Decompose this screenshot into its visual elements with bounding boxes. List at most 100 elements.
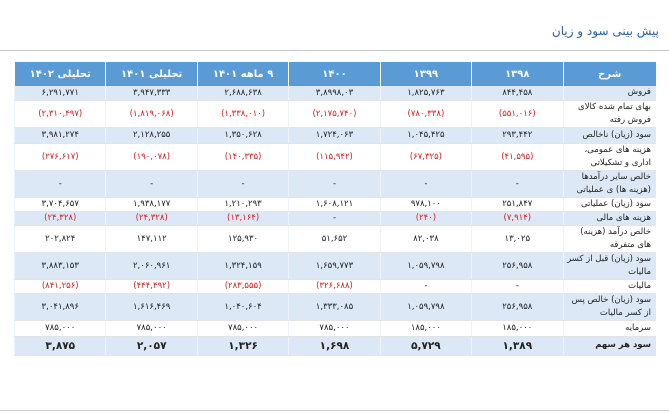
table-cell: ۷۸۵,۰۰۰ (105, 320, 198, 337)
table-cell: (۲۸۳,۵۵۵) (196, 279, 289, 294)
table-cell: (۴۱,۵۹۵) (471, 143, 563, 171)
table-cell: - (288, 211, 381, 226)
column-header: ۱۳۹۸ (471, 62, 563, 86)
table-cell: ۶,۲۹۱,۷۷۱ (13, 86, 106, 101)
table-cell: (۸۴۱,۲۵۶) (13, 279, 106, 294)
table-cell: (۲,۳۱۰,۴۹۷) (13, 100, 106, 128)
row-label: بهای تمام شده کالای فروش رفته (562, 100, 656, 128)
table-cell: ۱۲۵,۹۳۰ (196, 225, 289, 253)
table-cell: ۱۴۷,۱۱۲ (105, 225, 198, 253)
row-label: خالص سایر درآمدها (هزینه ها) ی عملیاتی (562, 170, 656, 198)
table-cell: ۷۸۵,۰۰۰ (13, 320, 106, 337)
row-label: سود هر سهم (562, 335, 656, 356)
table-cell: (۷,۹۱۴) (471, 211, 563, 226)
table-cell: - (471, 170, 563, 198)
table-cell: ۱,۸۲۵,۷۶۳ (379, 86, 472, 101)
table-row: مالیات - - (۳۲۶,۶۸۸) (۲۸۳,۵۵۵) (۴۴۴,۴۹۲) (۸۴۱,… (13, 279, 656, 294)
table-cell: - (13, 170, 106, 198)
table-cell: ۱۳,۰۲۵ (471, 225, 563, 253)
row-label: فروش (562, 86, 656, 101)
table-cell: ۱,۰۴۵,۴۲۵ (379, 127, 472, 144)
column-header: ۱۳۹۹ (379, 62, 472, 86)
table-cell: (۲,۱۷۵,۷۴۰) (288, 100, 381, 128)
table-cell: ۲۵۱,۸۴۷ (471, 197, 563, 212)
table-cell: (۳۲۶,۶۸۸) (288, 279, 381, 294)
table-cell: - (105, 170, 198, 198)
table-cell: (۱۳,۱۶۴) (196, 211, 289, 226)
table-cell: (۱۴۰,۳۳۵) (196, 143, 289, 171)
column-header: شرح (562, 62, 656, 86)
table-cell: ۸۲,۰۳۸ (379, 225, 472, 253)
table-cell: ۳,۹۴۷,۳۳۳ (105, 86, 198, 101)
table-cell: ۹۷۸,۱۰۰ (379, 197, 472, 212)
table-row: هزینه های عمومی، اداری و تشکیلاتی (۴۱,۵۹۵… (13, 143, 656, 171)
table-cell: ۱,۶۵۹,۷۷۳ (288, 252, 381, 280)
table-row: سرمایه ۱۸۵,۰۰۰ ۱۸۵,۰۰۰ ۷۸۵,۰۰۰ ۷۸۵,۰۰۰ ۷۸۵,۰۰… (13, 320, 656, 337)
column-header: تحلیلی ۱۴۰۱ (105, 62, 198, 86)
table-header-row: شرح ۱۳۹۸ ۱۳۹۹ ۱۴۰۰ ۹ ماهه ۱۴۰۱ تحلیلی ۱۴… (13, 62, 656, 86)
profit-loss-table: شرح ۱۳۹۸ ۱۳۹۹ ۱۴۰۰ ۹ ماهه ۱۴۰۱ تحلیلی ۱۴… (13, 62, 656, 356)
table-row: فروش ۸۴۴,۴۵۸ ۱,۸۲۵,۷۶۳ ۳,۸۹۹۸,۰۳ ۲,۶۸۸,۶۳۸ ۳,… (13, 86, 656, 101)
table-cell: ۱,۶۹۸ (288, 335, 381, 356)
table-cell: - (471, 279, 563, 294)
table-cell: ۲,۱۲۸,۲۵۵ (105, 127, 198, 144)
table-cell: ۵۱,۶۵۲ (288, 225, 381, 253)
table-cell: (۱,۸۱۹,۰۶۸) (105, 100, 198, 128)
table-cell: ۲,۰۵۷ (105, 335, 198, 356)
row-label: سرمایه (562, 320, 656, 337)
table-row: سود (زیان) خالص پس از کسر مالیات ۲۵۶,۹۵۸ ۱… (13, 293, 656, 321)
row-label: هزینه های مالی (562, 211, 656, 226)
table-cell: (۲۷۶,۶۱۷) (13, 143, 106, 171)
table-cell: ۲,۰۶۰,۹۶۱ (105, 252, 198, 280)
table-cell: (۱۱۵,۹۴۲) (288, 143, 381, 171)
table-row: سود (زیان) ناخالص ۲۹۳,۴۴۲ ۱,۰۴۵,۴۲۵ ۱,۷۲۴,۰… (13, 127, 656, 144)
table-cell: ۱,۰۴۰,۶۰۴ (196, 293, 289, 321)
table-cell: - (288, 170, 381, 198)
table-cell: ۱,۹۳۸,۱۷۷ (105, 197, 198, 212)
table-cell: (۲۴۰) (379, 211, 472, 226)
table-cell: ۲۰۲,۸۲۴ (13, 225, 106, 253)
table-cell: ۱۸۵,۰۰۰ (471, 320, 563, 337)
table-cell: (۵۵۱,۰۱۶) (471, 100, 563, 128)
table-cell: ۱,۳۳۳,۰۸۵ (288, 293, 381, 321)
bottom-divider (0, 410, 669, 411)
table-cell: ۷۸۵,۰۰۰ (288, 320, 381, 337)
row-label: هزینه های عمومی، اداری و تشکیلاتی (562, 143, 656, 171)
table-cell: ۱,۰۵۹,۷۹۸ (379, 293, 472, 321)
table-cell: ۱,۷۲۴,۰۶۳ (288, 127, 381, 144)
table-row: خالص سایر درآمدها (هزینه ها) ی عملیاتی - -… (13, 170, 656, 198)
table-row: سود هر سهم ۱,۳۸۹ ۵,۷۲۹ ۱,۶۹۸ ۱,۳۲۶ ۲,۰۵۷ ۳,۸۷۵ (13, 335, 656, 356)
table-cell: ۲,۶۸۸,۶۳۸ (196, 86, 289, 101)
row-label: سود (زیان) قبل از کسر مالیات (562, 252, 656, 280)
table-cell: ۳,۷۰۴,۶۵۷ (13, 197, 106, 212)
table-cell: (۴۴۴,۴۹۲) (105, 279, 198, 294)
table-row: سود (زیان) قبل از کسر مالیات ۲۵۶,۹۵۸ ۱,۰۵۹… (13, 252, 656, 280)
table-cell: (۷۸۰,۳۳۸) (379, 100, 472, 128)
row-label: سود (زیان) خالص پس از کسر مالیات (562, 293, 656, 321)
table-cell: ۳,۸۹۹۸,۰۳ (288, 86, 381, 101)
row-label: سود (زیان) ناخالص (562, 127, 656, 144)
table-cell: ۲۵۶,۹۵۸ (471, 252, 563, 280)
column-header: تحلیلی ۱۴۰۲ (13, 62, 106, 86)
table-cell: - (379, 170, 472, 198)
table-cell: (۶۷,۳۲۵) (379, 143, 472, 171)
title-bar: پیش بینی سود و زیان (0, 0, 669, 51)
table-cell: ۱,۳۲۴,۱۵۹ (196, 252, 289, 280)
table-cell: ۲۵۶,۹۵۸ (471, 293, 563, 321)
table-cell: - (379, 279, 472, 294)
table-row: خالص درآمد (هزینه) های متفرقه ۱۳,۰۲۵ ۸۲,۰۳… (13, 225, 656, 253)
table-cell: ۳,۸۸۳,۱۵۳ (13, 252, 106, 280)
table-cell: - (196, 170, 289, 198)
table-cell: ۸۴۴,۴۵۸ (471, 86, 563, 101)
column-header: ۹ ماهه ۱۴۰۱ (196, 62, 289, 86)
table-cell: ۱,۳۲۶ (196, 335, 289, 356)
table-cell: ۳,۰۴۱,۸۹۶ (13, 293, 106, 321)
table-cell: ۱,۲۱۰,۲۹۳ (196, 197, 289, 212)
table-cell: ۷۸۵,۰۰۰ (196, 320, 289, 337)
table-cell: ۱,۶۰۸,۱۲۱ (288, 197, 381, 212)
table-cell: ۳,۹۸۱,۲۷۴ (13, 127, 106, 144)
page-title: پیش بینی سود و زیان (551, 24, 659, 38)
table-cell: (۲۴,۳۲۸) (105, 211, 198, 226)
table-cell: ۱,۰۵۹,۷۹۸ (379, 252, 472, 280)
row-label: سود (زیان) عملیاتی (562, 197, 656, 212)
